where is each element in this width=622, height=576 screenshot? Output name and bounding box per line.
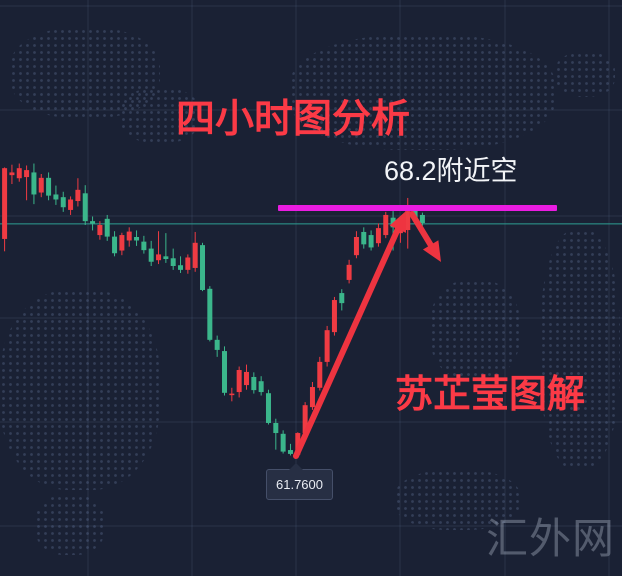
halftone-dots	[555, 52, 615, 97]
low-price-value: 61.7600	[276, 477, 323, 492]
signature-text: 苏芷莹图解	[395, 374, 586, 416]
low-price-pointer-icon	[289, 463, 303, 470]
halftone-dots	[35, 495, 105, 555]
halftone-dots	[290, 35, 555, 150]
halftone-dots	[430, 280, 520, 380]
short-level-label: 68.2附近空	[384, 156, 518, 186]
halftone-dots	[120, 88, 200, 143]
halftone-dots	[0, 290, 160, 490]
halftone-dots	[395, 470, 520, 530]
timeframe-title: 四小时图分析	[176, 98, 411, 141]
low-price-label: 61.7600	[266, 463, 333, 500]
halftone-dots	[10, 28, 160, 118]
halftone-dots	[540, 230, 620, 470]
watermark-text: 汇外网	[486, 517, 616, 563]
